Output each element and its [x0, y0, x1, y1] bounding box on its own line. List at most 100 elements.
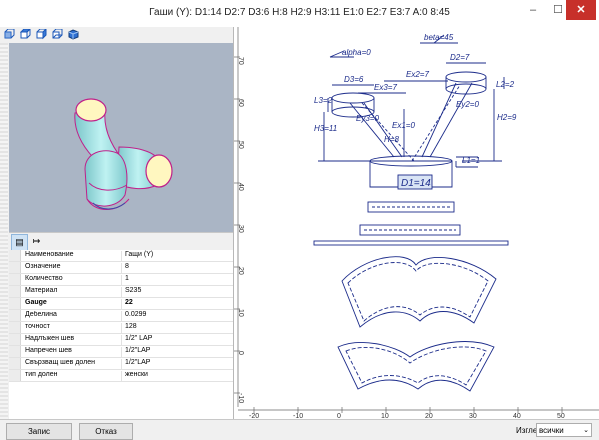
view-back-icon[interactable]	[52, 29, 63, 40]
left-pane: ▤ ↦ Наименование Гащи (Y) Означение 8 Количе…	[0, 27, 234, 419]
properties-grid: Наименование Гащи (Y) Означение 8 Количество…	[9, 250, 233, 419]
minimize-button[interactable]: –	[520, 0, 546, 20]
window-title: Гаши (Y): D1:14 D2:7 D3:6 H:8 H2:9 H3:11…	[0, 7, 599, 18]
row-gutter	[9, 274, 21, 285]
dim-ex2: Ex2=7	[406, 70, 429, 79]
property-key: Надлъжен шев	[25, 335, 119, 342]
row-gutter	[9, 346, 21, 357]
left-branch-edge-outer	[350, 103, 394, 157]
close-button[interactable]: ✕	[566, 0, 596, 20]
property-row[interactable]: Означение 8	[9, 262, 233, 274]
property-value[interactable]: 128	[121, 323, 137, 333]
properties-toolbar: ▤ ↦	[9, 232, 233, 251]
property-key: Количество	[25, 275, 119, 282]
property-value[interactable]: 1/2" LAP	[121, 335, 152, 345]
y-tick-label: 60	[237, 99, 244, 107]
save-button[interactable]: Запис	[6, 423, 72, 440]
property-value[interactable]: 22	[121, 299, 133, 309]
property-key: Напречен шев	[25, 347, 119, 354]
property-row[interactable]: Наименование Гащи (Y)	[9, 250, 233, 262]
row-gutter	[9, 286, 21, 297]
properties-tab-icon[interactable]: ▤	[11, 234, 28, 251]
property-value[interactable]: 1/2"LAP	[121, 359, 150, 369]
property-row[interactable]: Gauge 22	[9, 298, 233, 310]
property-row[interactable]: Дебелина 0.0299	[9, 310, 233, 322]
dimensions-tab-icon[interactable]: ↦	[29, 234, 44, 249]
right-branch-ellipse	[446, 72, 486, 82]
left-branch-ellipse	[332, 93, 374, 103]
dim-d3: D3=6	[344, 75, 364, 84]
pattern-1	[342, 257, 496, 327]
property-key: тип долен	[25, 371, 119, 378]
view-select[interactable]: всички ⌄	[536, 423, 592, 437]
property-row[interactable]: Материал S235	[9, 286, 233, 298]
y-tick-label: 0	[237, 351, 244, 355]
model-3d-drawing	[9, 43, 233, 232]
property-row[interactable]: точност 128	[9, 322, 233, 334]
property-value[interactable]: S235	[121, 287, 141, 297]
drawing-view[interactable]: 70 60 50 40 30 20 10 0 -10 -20 -10 0 10 20 30 40 50	[234, 27, 599, 419]
property-row[interactable]: тип долен женски	[9, 370, 233, 382]
row-gutter	[9, 250, 21, 261]
technical-drawing: 70 60 50 40 30 20 10 0 -10 -20 -10 0 10 20 30 40 50	[234, 27, 599, 419]
property-row[interactable]: Количество 1	[9, 274, 233, 286]
cancel-button[interactable]: Отказ	[79, 423, 133, 440]
title-bar: Гаши (Y): D1:14 D2:7 D3:6 H:8 H2:9 H3:11…	[0, 0, 599, 28]
view-top-icon[interactable]	[20, 29, 31, 40]
dim-h2: H2=9	[497, 113, 517, 122]
row-gutter	[9, 262, 21, 273]
property-value[interactable]: 1/2"LAP	[121, 347, 150, 357]
property-row[interactable]: Надлъжен шев 1/2" LAP	[9, 334, 233, 346]
property-value[interactable]: 0.0299	[121, 311, 146, 321]
pane-splitter[interactable]	[0, 43, 8, 419]
horizontal-ruler-ticks: -20 -10 0 10 20 30 40 50	[249, 407, 565, 419]
right-branch-opening	[146, 155, 172, 187]
model-3d-view[interactable]	[9, 43, 233, 247]
property-value[interactable]: Гащи (Y)	[121, 251, 153, 261]
view-toolbar	[0, 27, 233, 43]
row-gutter	[9, 310, 21, 321]
dim-ey2: Ey2=0	[456, 100, 479, 109]
property-key: Свързващ шев долен	[25, 359, 119, 366]
right-branch-centerline	[412, 85, 460, 161]
y-tick-label: 50	[237, 141, 244, 149]
dim-d1: D1=14	[401, 178, 431, 189]
dim-ey3: Ey3=0	[356, 114, 379, 123]
view-front-icon[interactable]	[4, 29, 15, 40]
y-tick-label: 10	[237, 309, 244, 317]
row-gutter	[9, 370, 21, 381]
row-gutter	[9, 298, 21, 309]
strip-1	[368, 202, 454, 212]
property-value[interactable]: 8	[121, 263, 129, 273]
property-row[interactable]: Напречен шев 1/2"LAP	[9, 346, 233, 358]
trunk-shape	[85, 151, 127, 206]
strip-3	[314, 241, 508, 245]
dim-l1: L1=1	[462, 156, 480, 165]
left-branch-opening	[76, 99, 106, 121]
property-value[interactable]: 1	[121, 275, 129, 285]
dim-ex1: Ex1=0	[392, 121, 415, 130]
dim-beta: beta=45	[424, 33, 454, 42]
dim-d2: D2=7	[450, 53, 470, 62]
dim-l3: L3=2	[314, 96, 333, 105]
property-key: Материал	[25, 287, 119, 294]
property-key: Дебелина	[25, 311, 119, 318]
left-branch-centerline	[362, 103, 414, 161]
view-3d-icon[interactable]	[68, 29, 79, 40]
y-tick-label: 40	[237, 183, 244, 191]
view-side-icon[interactable]	[36, 29, 47, 40]
chevron-down-icon: ⌄	[583, 424, 589, 438]
y-tick-label: 70	[237, 57, 244, 65]
pattern-1-seam	[348, 262, 488, 321]
property-row[interactable]: Свързващ шев долен 1/2"LAP	[9, 358, 233, 370]
dim-l2: L2=2	[496, 80, 515, 89]
row-gutter	[9, 358, 21, 369]
property-key: Означение	[25, 263, 119, 270]
row-gutter	[9, 322, 21, 333]
dim-h3: H3=11	[314, 124, 337, 133]
dim-h: H=8	[384, 135, 399, 144]
y-tick-label: 20	[237, 267, 244, 275]
vertical-ruler-ticks: 70 60 50 40 30 20 10 0 -10	[234, 57, 244, 403]
property-value[interactable]: женски	[121, 371, 148, 381]
dim-ex3: Ex3=7	[374, 83, 397, 92]
